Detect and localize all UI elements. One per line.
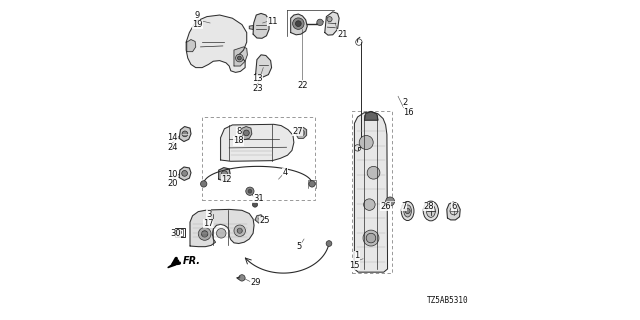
Text: 4: 4 bbox=[282, 168, 287, 177]
Text: FR.: FR. bbox=[182, 256, 200, 266]
Circle shape bbox=[366, 233, 376, 243]
Polygon shape bbox=[179, 167, 191, 180]
Text: 25: 25 bbox=[259, 216, 270, 225]
Text: 22: 22 bbox=[297, 81, 308, 90]
Text: 8: 8 bbox=[236, 127, 241, 136]
Text: 12: 12 bbox=[221, 175, 232, 184]
Polygon shape bbox=[241, 126, 252, 140]
Text: 5: 5 bbox=[297, 242, 302, 251]
Circle shape bbox=[178, 230, 182, 234]
Polygon shape bbox=[168, 261, 177, 268]
Circle shape bbox=[405, 208, 410, 213]
Text: 15: 15 bbox=[349, 261, 360, 270]
Text: 11: 11 bbox=[268, 17, 278, 26]
Text: 19: 19 bbox=[192, 20, 203, 29]
Text: 6: 6 bbox=[451, 202, 456, 211]
Circle shape bbox=[239, 275, 245, 281]
Circle shape bbox=[252, 202, 257, 207]
Text: 28: 28 bbox=[423, 202, 434, 211]
Circle shape bbox=[363, 230, 379, 246]
Text: 2: 2 bbox=[403, 98, 408, 107]
Circle shape bbox=[234, 225, 246, 236]
Text: 29: 29 bbox=[250, 278, 260, 287]
Polygon shape bbox=[355, 112, 388, 272]
Text: 20: 20 bbox=[168, 180, 178, 188]
Circle shape bbox=[198, 228, 211, 240]
Text: 23: 23 bbox=[253, 84, 263, 93]
Polygon shape bbox=[219, 168, 230, 181]
Circle shape bbox=[326, 241, 332, 246]
Circle shape bbox=[237, 228, 243, 233]
Circle shape bbox=[216, 228, 226, 238]
Polygon shape bbox=[253, 13, 269, 38]
Polygon shape bbox=[190, 209, 254, 247]
Circle shape bbox=[202, 231, 208, 237]
Polygon shape bbox=[447, 202, 460, 220]
Text: 3: 3 bbox=[206, 210, 211, 219]
Circle shape bbox=[292, 18, 304, 29]
Polygon shape bbox=[255, 215, 263, 223]
Circle shape bbox=[364, 199, 375, 210]
Circle shape bbox=[296, 21, 301, 27]
Circle shape bbox=[248, 189, 252, 193]
Text: 27: 27 bbox=[292, 127, 303, 136]
Ellipse shape bbox=[404, 205, 412, 217]
Polygon shape bbox=[296, 127, 307, 138]
Ellipse shape bbox=[401, 201, 414, 220]
Circle shape bbox=[367, 166, 380, 179]
Bar bbox=[202, 117, 316, 200]
Text: 17: 17 bbox=[203, 219, 214, 228]
Polygon shape bbox=[186, 15, 246, 72]
Circle shape bbox=[221, 171, 228, 177]
Text: 14: 14 bbox=[168, 133, 178, 142]
Text: 24: 24 bbox=[168, 143, 178, 152]
Bar bbox=[352, 111, 392, 273]
Polygon shape bbox=[291, 14, 307, 35]
Text: 13: 13 bbox=[253, 74, 263, 83]
Text: 18: 18 bbox=[234, 136, 244, 145]
Text: 31: 31 bbox=[253, 194, 264, 203]
Circle shape bbox=[386, 197, 394, 206]
Text: 1: 1 bbox=[355, 251, 360, 260]
Circle shape bbox=[200, 181, 207, 187]
Circle shape bbox=[244, 130, 249, 136]
Polygon shape bbox=[187, 40, 196, 52]
Circle shape bbox=[237, 56, 241, 60]
Circle shape bbox=[309, 181, 316, 187]
Polygon shape bbox=[234, 47, 247, 66]
Polygon shape bbox=[179, 126, 191, 141]
Ellipse shape bbox=[426, 204, 435, 217]
Polygon shape bbox=[365, 112, 378, 120]
Polygon shape bbox=[324, 12, 339, 35]
Polygon shape bbox=[249, 26, 253, 29]
Circle shape bbox=[246, 187, 254, 196]
Circle shape bbox=[236, 54, 243, 62]
Ellipse shape bbox=[423, 201, 438, 221]
Text: 9: 9 bbox=[195, 11, 200, 20]
Text: 30: 30 bbox=[171, 229, 181, 238]
Circle shape bbox=[317, 19, 323, 26]
Circle shape bbox=[327, 17, 332, 22]
Bar bbox=[175, 228, 184, 237]
Polygon shape bbox=[221, 124, 294, 161]
Circle shape bbox=[182, 131, 188, 137]
Circle shape bbox=[359, 135, 373, 149]
Text: 21: 21 bbox=[337, 30, 348, 39]
Text: 10: 10 bbox=[168, 170, 178, 179]
Polygon shape bbox=[255, 55, 271, 77]
Circle shape bbox=[299, 130, 305, 136]
Text: 16: 16 bbox=[403, 108, 413, 117]
Text: 26: 26 bbox=[381, 202, 391, 211]
Circle shape bbox=[182, 171, 188, 176]
Text: 7: 7 bbox=[401, 202, 406, 211]
Text: TZ5AB5310: TZ5AB5310 bbox=[426, 296, 468, 305]
Bar bbox=[177, 229, 183, 236]
